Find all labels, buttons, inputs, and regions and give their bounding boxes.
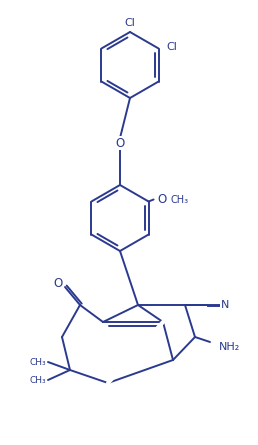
Text: NH₂: NH₂ (219, 342, 240, 352)
Text: Cl: Cl (125, 18, 135, 28)
Text: O: O (115, 137, 125, 150)
Text: O: O (53, 276, 63, 290)
Text: Cl: Cl (166, 41, 177, 52)
Text: CH₃: CH₃ (29, 357, 46, 367)
Text: O: O (157, 193, 166, 206)
Text: CH₃: CH₃ (29, 376, 46, 384)
Text: CH₃: CH₃ (171, 194, 189, 205)
Text: N: N (221, 300, 229, 310)
